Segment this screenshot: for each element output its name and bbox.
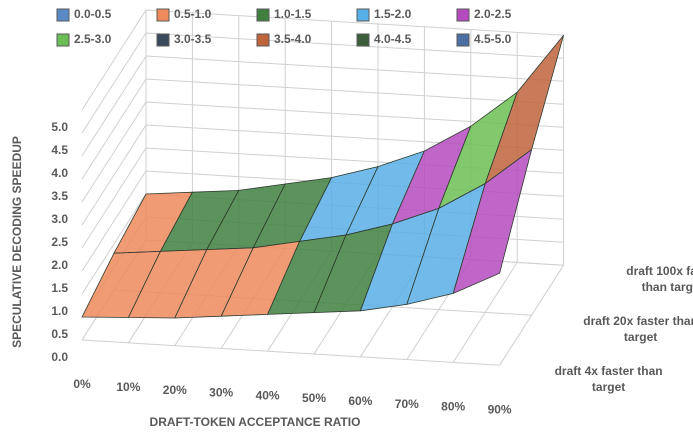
depth-label: draft 4x faster than target xyxy=(554,364,663,395)
z-tick-label: 1.0 xyxy=(51,304,68,318)
legend-label: 3.0-3.5 xyxy=(174,32,212,46)
x-tick-label: 20% xyxy=(163,383,187,397)
z-tick-label: 5.0 xyxy=(51,120,68,134)
legend-swatch xyxy=(156,33,170,47)
legend-swatch xyxy=(256,8,270,22)
legend-label: 4.0-4.5 xyxy=(374,32,412,46)
z-tick-label: 4.0 xyxy=(51,166,68,180)
legend-swatch xyxy=(56,8,70,22)
x-tick-label: 40% xyxy=(256,388,280,402)
z-tick-label: 2.0 xyxy=(51,258,68,272)
x-tick-label: 0% xyxy=(73,377,91,391)
legend-label: 3.5-4.0 xyxy=(274,32,312,46)
depth-label: draft 100x faster than target xyxy=(626,264,693,295)
z-tick-label: 0.0 xyxy=(51,350,68,364)
legend-swatch xyxy=(256,33,270,47)
x-tick-label: 90% xyxy=(488,402,512,416)
x-tick-label: 30% xyxy=(209,386,233,400)
x-tick-label: 50% xyxy=(302,391,326,405)
legend-label: 0.5-1.0 xyxy=(174,7,212,21)
z-tick-label: 4.5 xyxy=(51,143,68,157)
x-tick-label: 70% xyxy=(395,397,419,411)
legend-label: 1.5-2.0 xyxy=(374,7,412,21)
z-tick-label: 3.0 xyxy=(51,212,68,226)
z-tick-label: 3.5 xyxy=(51,189,68,203)
x-tick-label: 60% xyxy=(348,394,372,408)
floor-line xyxy=(81,339,500,366)
z-axis-title: SPECULATIVE DECODING SPEEDUP xyxy=(10,136,24,348)
legend-swatch xyxy=(56,33,70,47)
legend-swatch xyxy=(356,8,370,22)
legend-label: 2.0-2.5 xyxy=(474,7,512,21)
legend-label: 0.0-0.5 xyxy=(74,7,112,21)
legend-swatch xyxy=(156,8,170,22)
x-axis-title: DRAFT-TOKEN ACCEPTANCE RATIO xyxy=(150,415,361,429)
x-tick-label: 10% xyxy=(116,380,140,394)
depth-label: draft 20x faster than target xyxy=(583,314,693,345)
surface-cell xyxy=(452,148,533,295)
x-tick-label: 80% xyxy=(441,400,465,414)
legend-label: 4.5-5.0 xyxy=(474,32,512,46)
legend-label: 2.5-3.0 xyxy=(74,32,112,46)
legend-swatch xyxy=(456,8,470,22)
grid-line xyxy=(81,9,564,111)
z-tick-label: 1.5 xyxy=(51,281,68,295)
legend-label: 1.0-1.5 xyxy=(274,7,312,21)
legend-swatch xyxy=(356,33,370,47)
z-tick-label: 0.5 xyxy=(51,327,68,341)
z-tick-label: 2.5 xyxy=(51,235,68,249)
legend-swatch xyxy=(456,33,470,47)
